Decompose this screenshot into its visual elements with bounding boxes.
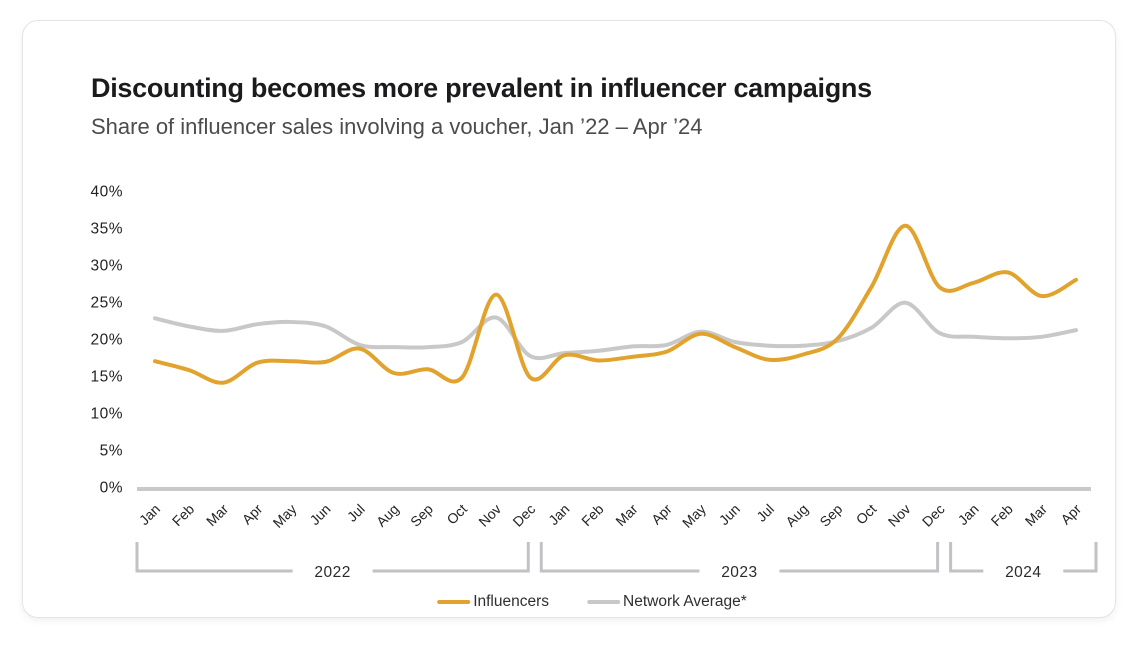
x-axis-month-label: Jul	[344, 501, 368, 525]
x-axis-month-label: Feb	[169, 501, 198, 530]
legend-label-network-average: Network Average*	[623, 593, 747, 610]
x-axis-month-label: Oct	[443, 501, 470, 528]
x-axis-month-label: Jun	[306, 501, 333, 528]
x-axis-month-label: May	[679, 501, 709, 531]
x-axis-month-label: Mar	[612, 501, 641, 530]
x-axis-month-label: Jan	[136, 501, 163, 528]
x-axis-month-label: Feb	[578, 501, 607, 530]
year-label: 2024	[1005, 564, 1041, 581]
chart-title: Discounting becomes more prevalent in in…	[91, 73, 872, 103]
x-axis-month-label: Jul	[753, 501, 777, 525]
influencers-line-swatch	[437, 600, 471, 604]
x-axis-month-label: Jan	[545, 501, 572, 528]
x-axis-month-label: Apr	[1057, 501, 1084, 528]
x-axis-month-label: Jan	[955, 501, 982, 528]
x-axis-month-label: Aug	[782, 501, 811, 530]
y-axis-tick-label: 30%	[90, 258, 123, 275]
x-axis-month-label: Nov	[475, 501, 504, 530]
year-bracket	[949, 542, 1098, 573]
chart-subtitle: Share of influencer sales involving a vo…	[91, 114, 703, 139]
x-axis-month-label: Jun	[716, 501, 743, 528]
y-axis-tick-label: 5%	[100, 443, 123, 460]
x-axis-month-label: May	[270, 501, 300, 531]
chart-legend: Influencers Network Average*	[437, 593, 747, 611]
legend-item-network-average: Network Average*	[587, 593, 747, 611]
y-axis-tick-label: 20%	[90, 332, 123, 349]
y-axis-tick-label: 35%	[90, 221, 123, 238]
x-axis-month-label: Feb	[988, 501, 1017, 530]
year-bracket	[135, 542, 530, 573]
x-axis-month-label: Dec	[509, 501, 538, 530]
x-axis-month-label: Aug	[373, 501, 402, 530]
x-axis-month-label: Nov	[885, 501, 914, 530]
y-axis-tick-label: 10%	[90, 406, 123, 423]
x-axis-month-label: Sep	[407, 501, 436, 530]
year-bracket	[539, 542, 940, 573]
network-average-line	[153, 300, 1078, 361]
y-axis-tick-label: 40%	[90, 184, 123, 201]
y-axis-tick-label: 15%	[90, 369, 123, 386]
x-axis-month-label: Apr	[239, 501, 266, 528]
y-axis-tick-label: 25%	[90, 295, 123, 312]
x-axis-month-label: Mar	[1022, 501, 1051, 530]
influencers-line	[153, 223, 1078, 385]
x-axis-month-label: Apr	[648, 501, 675, 528]
year-label: 2023	[721, 564, 757, 581]
x-axis-month-label: Oct	[853, 501, 880, 528]
x-axis-month-label: Mar	[203, 501, 232, 530]
network-average-line-swatch	[587, 600, 621, 604]
y-axis-tick-label: 0%	[100, 480, 123, 497]
x-axis-month-label: Dec	[919, 501, 948, 530]
year-label: 2022	[314, 564, 350, 581]
legend-label-influencers: Influencers	[473, 593, 550, 610]
legend-item-influencers: Influencers	[437, 593, 549, 611]
x-axis-month-label: Sep	[816, 501, 845, 530]
chart-card: Discounting becomes more prevalent in in…	[22, 20, 1116, 618]
voucher-share-line-chart: 0%5%10%15%20%25%30%35%40%Jan Feb Mar Apr May…	[90, 184, 1098, 581]
